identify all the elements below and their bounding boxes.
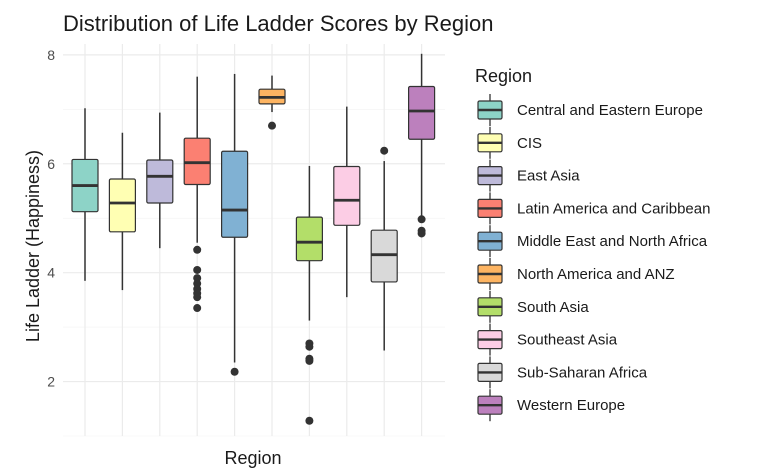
legend-label: Southeast Asia xyxy=(517,332,618,349)
outlier-point xyxy=(305,416,314,425)
legend-label: East Asia xyxy=(517,168,580,185)
y-axis-title: Life Ladder (Happiness) xyxy=(23,150,43,342)
box-group xyxy=(408,53,436,238)
box-group xyxy=(183,76,211,313)
boxes xyxy=(71,53,436,425)
outlier-point xyxy=(417,229,426,238)
box-group xyxy=(258,75,286,130)
legend-title: Region xyxy=(475,66,532,86)
box-group xyxy=(221,73,249,376)
legend-label: Sub-Saharan Africa xyxy=(517,364,648,381)
legend-label: Middle East and North Africa xyxy=(517,233,708,250)
outlier-point xyxy=(305,342,314,351)
outlier-point xyxy=(380,146,389,155)
legend-item: Western Europe xyxy=(477,389,625,422)
legend-label: Western Europe xyxy=(517,397,625,414)
y-axis: 2 4 6 8 xyxy=(47,47,55,390)
legend-item: Southeast Asia xyxy=(477,323,618,356)
legend-item: CIS xyxy=(477,126,542,159)
legend-item: East Asia xyxy=(477,159,580,192)
box-group xyxy=(108,132,137,291)
legend-item: Middle East and North Africa xyxy=(477,225,708,258)
box xyxy=(295,216,323,262)
outlier-point xyxy=(193,304,202,313)
box-group xyxy=(295,165,323,425)
box-group xyxy=(71,108,99,281)
legend-label: CIS xyxy=(517,135,542,152)
outlier-point xyxy=(305,356,314,365)
outlier-point xyxy=(193,265,202,274)
x-axis-title: Region xyxy=(224,448,281,468)
legend-label: Latin America and Caribbean xyxy=(517,200,710,217)
outlier-point xyxy=(193,245,202,254)
legend-item: Latin America and Caribbean xyxy=(477,192,710,225)
y-tick-label: 4 xyxy=(47,265,55,281)
y-tick-label: 6 xyxy=(47,156,55,172)
box xyxy=(333,165,361,226)
legend-item: Sub-Saharan Africa xyxy=(477,356,648,389)
legend-label: South Asia xyxy=(517,299,589,316)
legend-label: Central and Eastern Europe xyxy=(517,102,703,119)
outlier-point xyxy=(268,121,276,130)
box-group xyxy=(333,106,361,298)
legend-item: South Asia xyxy=(477,290,589,323)
outlier-point xyxy=(193,293,202,302)
legend-label: North America and ANZ xyxy=(517,266,675,283)
y-tick-label: 2 xyxy=(47,374,55,390)
legend-item: Central and Eastern Europe xyxy=(477,94,703,126)
legend-item: North America and ANZ xyxy=(477,258,675,290)
y-tick-label: 8 xyxy=(47,47,55,63)
box-group xyxy=(370,146,398,351)
box xyxy=(146,159,174,204)
outlier-point xyxy=(230,367,239,376)
box xyxy=(221,150,249,238)
chart-title: Distribution of Life Ladder Scores by Re… xyxy=(63,11,493,36)
box xyxy=(108,178,137,233)
box-group xyxy=(146,112,174,249)
legend: Region Central and Eastern Europe CIS East… xyxy=(475,66,710,422)
box xyxy=(408,85,436,140)
outlier-point xyxy=(417,215,426,224)
